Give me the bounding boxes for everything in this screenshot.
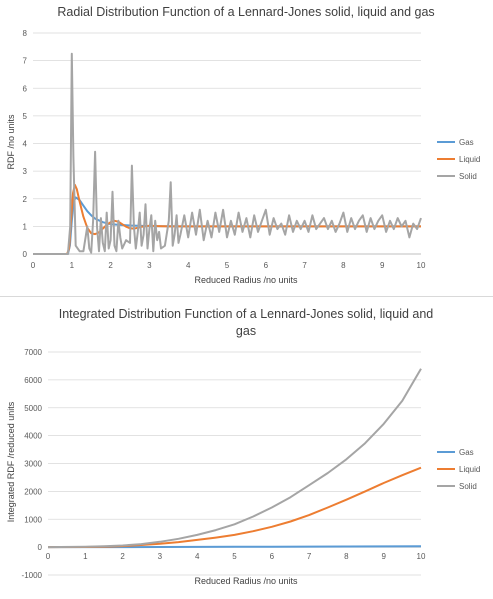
y-tick-label: 2: [23, 195, 28, 204]
y-tick-label: 2000: [24, 487, 42, 496]
y-tick-label: 7000: [24, 348, 42, 357]
y-tick-label: 5: [23, 112, 28, 121]
x-tick-label: 9: [381, 552, 386, 561]
x-tick-label: 2: [108, 261, 113, 270]
x-tick-label: 7: [302, 261, 307, 270]
x-tick-label: 8: [344, 552, 349, 561]
y-tick-label: 0: [23, 250, 28, 259]
x-tick-label: 6: [264, 261, 269, 270]
x-tick-label: 6: [270, 552, 275, 561]
x-tick-label: 4: [195, 552, 200, 561]
y-tick-label: -1000: [22, 571, 43, 580]
x-axis-label: Reduced Radius /no units: [194, 275, 298, 285]
x-tick-label: 7: [307, 552, 312, 561]
y-tick-label: 6: [23, 84, 28, 93]
x-tick-label: 2: [120, 552, 125, 561]
x-tick-label: 10: [417, 261, 426, 270]
y-axis-label: Integrated RDF /reduced units: [6, 401, 16, 522]
y-tick-label: 6000: [24, 376, 42, 385]
y-tick-label: 4: [23, 140, 28, 149]
y-tick-label: 3000: [24, 460, 42, 469]
chart-title: Radial Distribution Function of a Lennar…: [57, 5, 434, 19]
legend-label-gas: Gas: [459, 448, 474, 457]
y-tick-label: 8: [23, 29, 28, 38]
series-line-solid: [47, 368, 422, 549]
series-line-liquid: [33, 183, 421, 255]
x-tick-label: 5: [225, 261, 230, 270]
rdf-chart: Radial Distribution Function of a Lennar…: [6, 5, 480, 285]
legend-label-solid: Solid: [459, 172, 477, 181]
x-axis-label: Reduced Radius /no units: [194, 576, 298, 586]
chart-title: Integrated Distribution Function of a Le…: [59, 307, 434, 338]
legend-label-liquid: Liquid: [459, 465, 480, 474]
y-axis-label: RDF /no units: [6, 114, 16, 170]
x-tick-label: 0: [31, 261, 36, 270]
integrated-rdf-chart: Integrated Distribution Function of a Le…: [6, 307, 480, 586]
y-tick-label: 7: [23, 57, 28, 66]
x-tick-label: 5: [232, 552, 237, 561]
series-line-liquid: [47, 466, 422, 549]
legend-label-solid: Solid: [459, 482, 477, 491]
x-tick-label: 1: [70, 261, 75, 270]
x-tick-label: 4: [186, 261, 191, 270]
x-tick-label: 8: [341, 261, 346, 270]
y-tick-label: 0: [38, 543, 43, 552]
x-tick-label: 3: [147, 261, 152, 270]
rdf-chart-panel: Radial Distribution Function of a Lennar…: [0, 0, 493, 297]
y-tick-label: 1000: [24, 515, 42, 524]
y-tick-label: 4000: [24, 432, 42, 441]
y-tick-label: 5000: [24, 404, 42, 413]
legend-label-liquid: Liquid: [459, 155, 480, 164]
series-line-solid: [33, 52, 422, 255]
x-tick-label: 10: [417, 552, 426, 561]
x-tick-label: 9: [380, 261, 385, 270]
y-tick-label: 1: [23, 222, 28, 231]
y-tick-label: 3: [23, 167, 28, 176]
x-tick-label: 1: [83, 552, 88, 561]
legend-label-gas: Gas: [459, 138, 474, 147]
x-tick-label: 0: [46, 552, 51, 561]
x-tick-label: 3: [158, 552, 163, 561]
integrated-chart-panel: Integrated Distribution Function of a Le…: [0, 297, 493, 599]
